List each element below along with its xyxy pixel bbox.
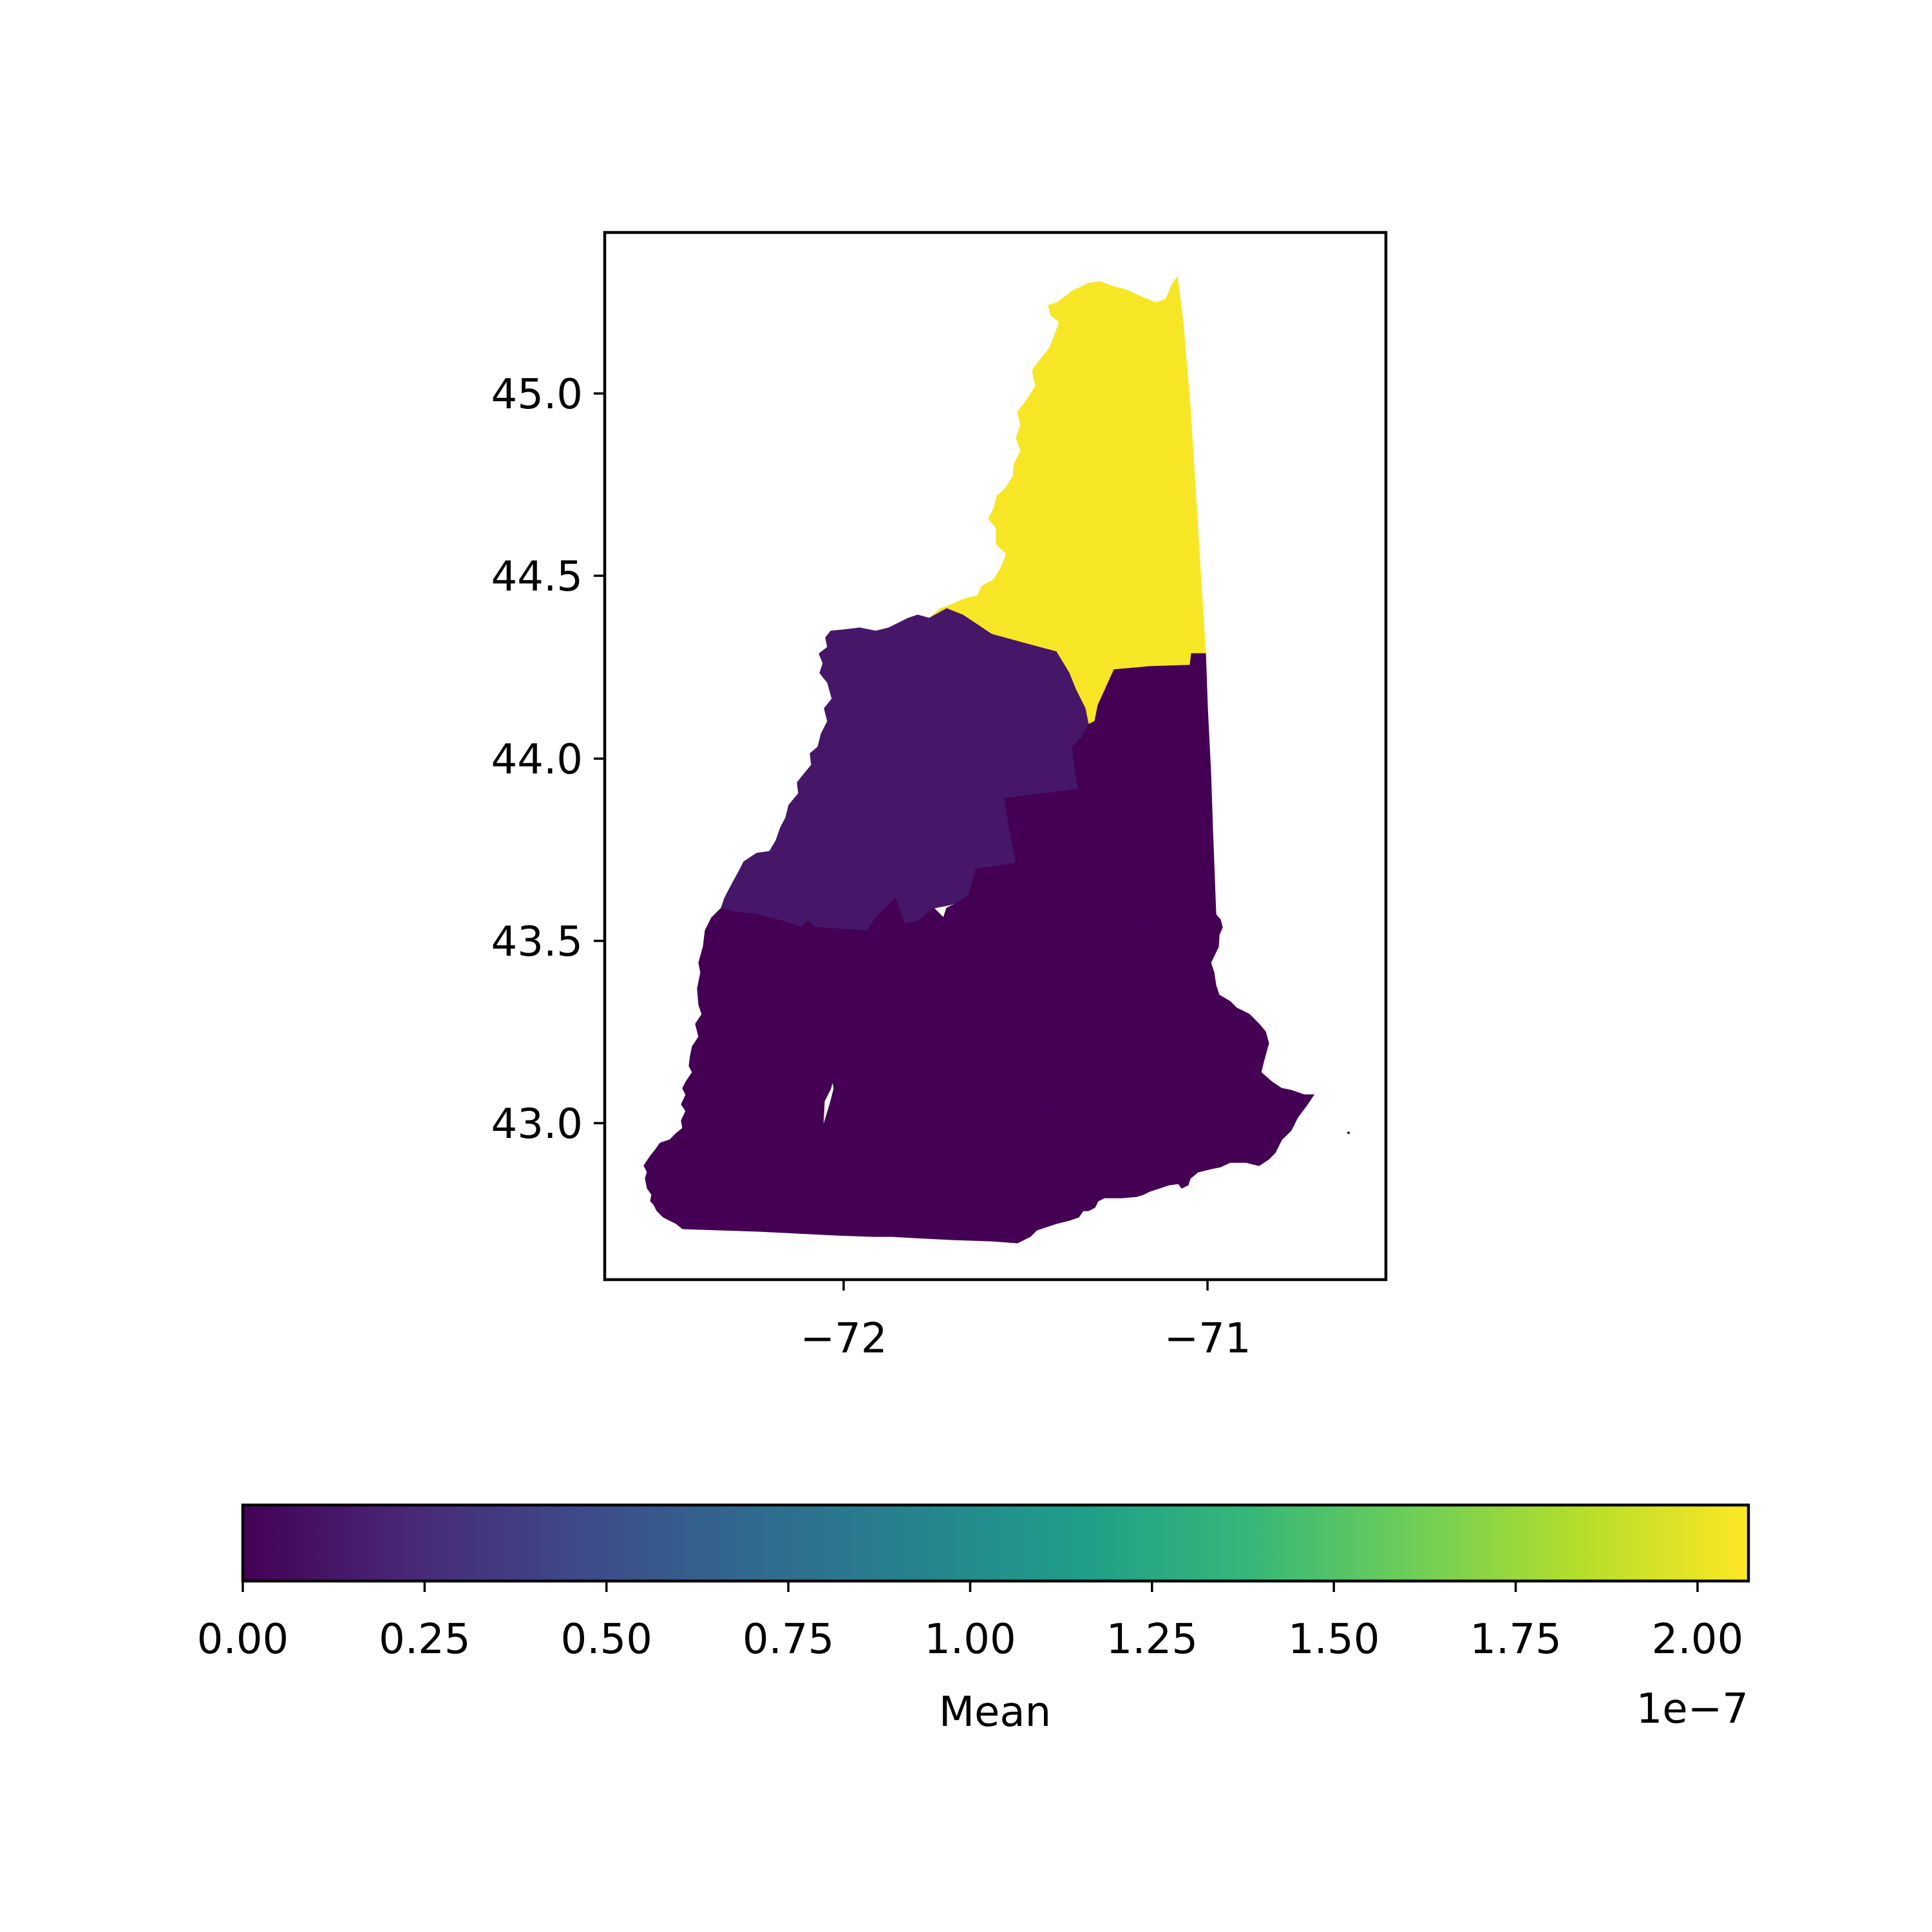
colorbar-tick-label: 1.50 bbox=[1288, 1616, 1380, 1663]
y-tick-label: 44.5 bbox=[491, 553, 583, 601]
map-panel: −72 −71 43.0 43.5 44.0 44.5 45.0 bbox=[491, 231, 1388, 1363]
colorbar-tick-label: 2.00 bbox=[1652, 1616, 1744, 1663]
colorbar-tick-label: 0.25 bbox=[379, 1616, 471, 1663]
y-tick-label: 45.0 bbox=[491, 371, 583, 419]
island-speck bbox=[1347, 1132, 1350, 1134]
colorbar: 0.00 0.25 0.50 0.75 1.00 1.25 1.50 1.75 2.00 Mea… bbox=[197, 1503, 1750, 1736]
map-frame bbox=[603, 231, 1388, 1282]
colorbar-tick-label: 1.00 bbox=[924, 1616, 1016, 1663]
y-tick-label: 43.5 bbox=[491, 918, 583, 966]
x-axis: −72 −71 bbox=[800, 1280, 1251, 1363]
colorbar-tick-label: 1.75 bbox=[1470, 1616, 1562, 1663]
colorbar-tick-label: 0.50 bbox=[560, 1616, 652, 1663]
colorbar-label: Mean bbox=[939, 1689, 1051, 1736]
county-cheshire bbox=[643, 1060, 873, 1237]
x-tick-label: −71 bbox=[1164, 1315, 1251, 1363]
colorbar-tick-label: 1.25 bbox=[1106, 1616, 1198, 1663]
colorbar-offset-text: 1e−7 bbox=[1636, 1685, 1748, 1733]
colorbar-frame bbox=[241, 1503, 1750, 1583]
colorbar-ticks: 0.00 0.25 0.50 0.75 1.00 1.25 1.50 1.75 2.00 bbox=[197, 1581, 1743, 1663]
y-tick-label: 43.0 bbox=[491, 1101, 583, 1148]
x-tick-label: −72 bbox=[800, 1315, 887, 1363]
county-shapes bbox=[643, 276, 1315, 1244]
colorbar-gradient bbox=[243, 1505, 1748, 1581]
colorbar-tick-label: 0.75 bbox=[743, 1616, 835, 1663]
y-tick-label: 44.0 bbox=[491, 736, 583, 784]
colorbar-tick-label: 0.00 bbox=[197, 1616, 289, 1663]
y-axis: 43.0 43.5 44.0 44.5 45.0 bbox=[491, 371, 605, 1148]
